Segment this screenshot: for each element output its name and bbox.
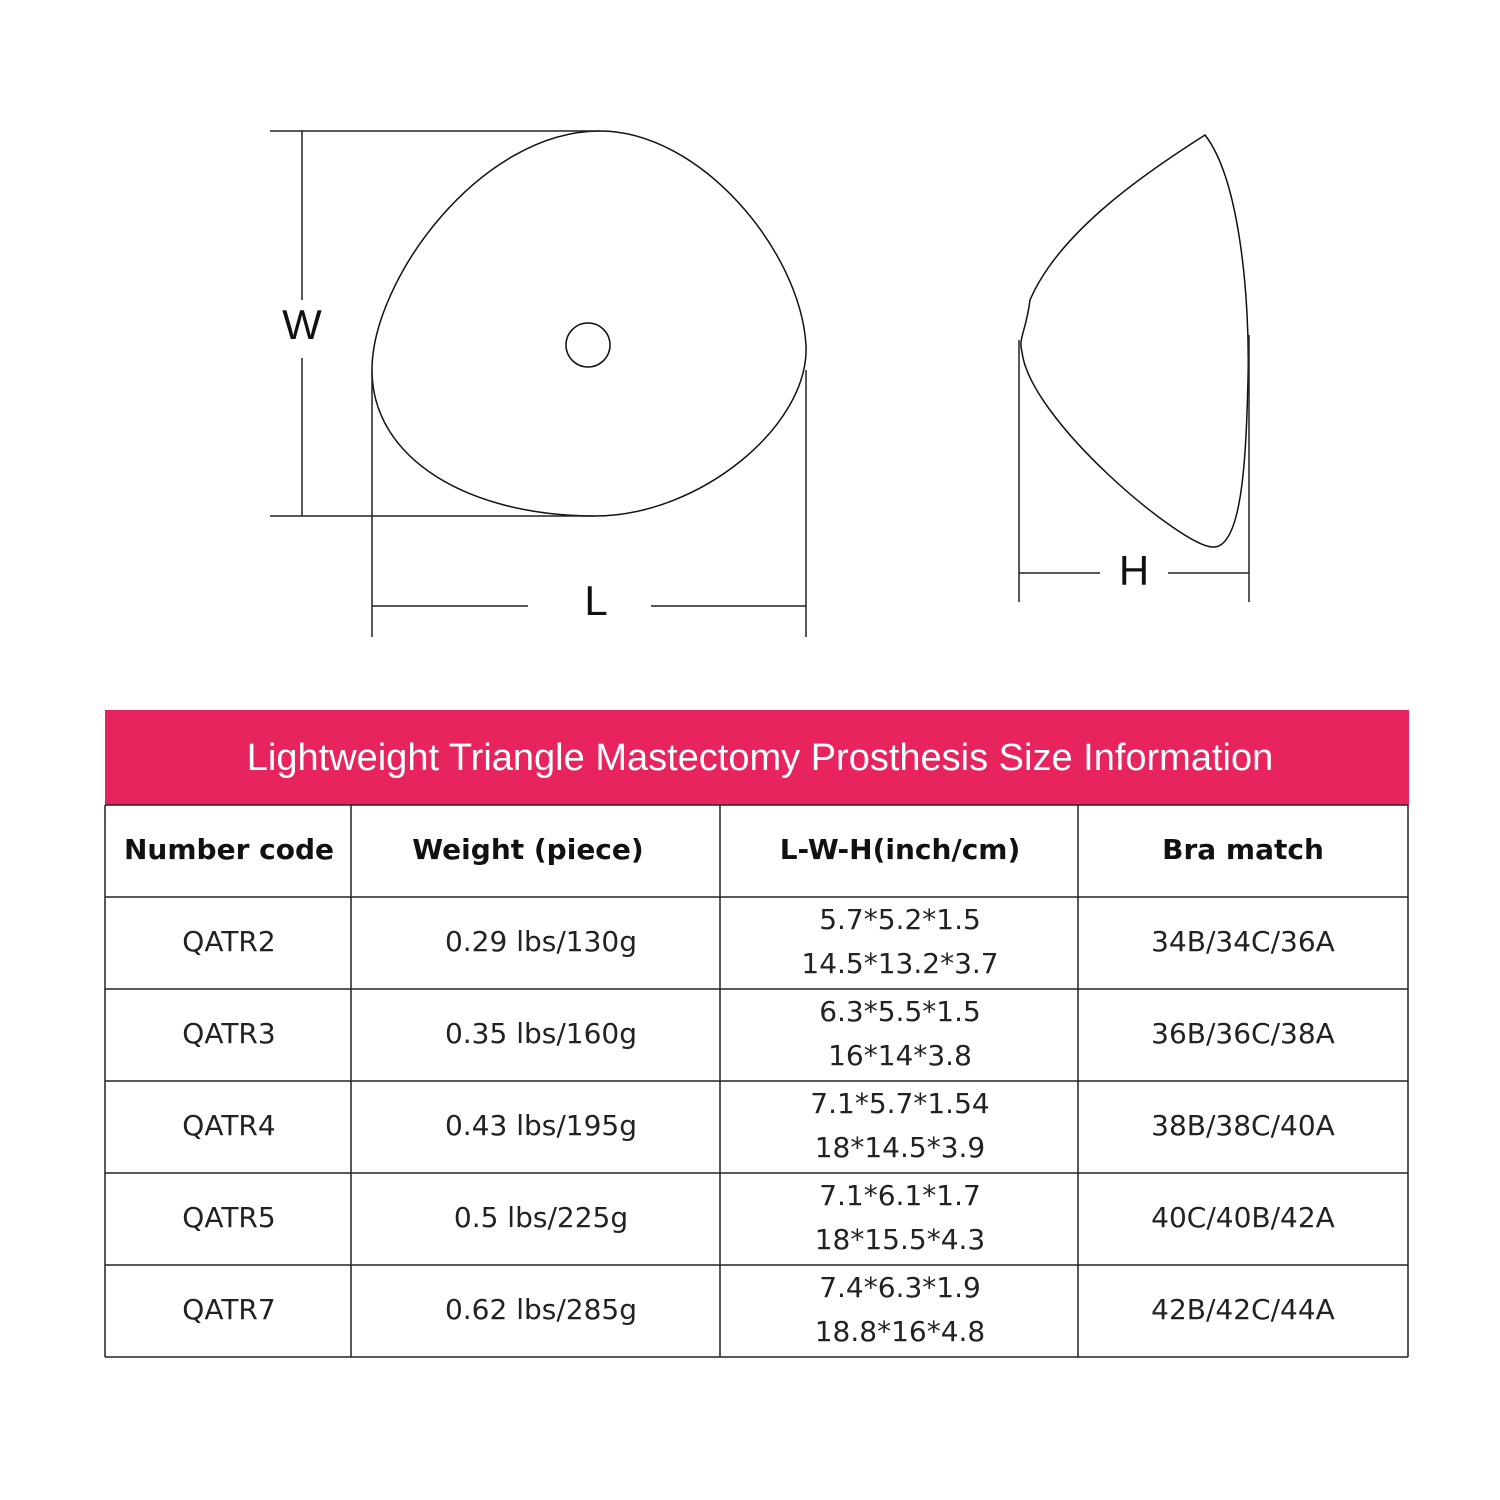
width-dimension-lines — [270, 130, 600, 517]
height-dimension-lines — [1018, 335, 1250, 602]
number-code: QATR2 — [182, 925, 275, 958]
dimension-value: 7.1*6.1*1.7 — [819, 1179, 981, 1212]
dimension-value: 7.4*6.3*1.9 — [819, 1271, 981, 1304]
dimension-value: 7.1*5.7*1.54 — [810, 1087, 989, 1120]
table-title: Lightweight Triangle Mastectomy Prosthes… — [247, 737, 1273, 779]
front-view-diagram: W L — [270, 130, 807, 637]
column-header: Weight (piece) — [412, 833, 643, 866]
nipple-mark — [565, 322, 611, 368]
number-code: QATR7 — [182, 1293, 275, 1326]
bra-match: 38B/38C/40A — [1151, 1109, 1335, 1142]
dimension-value: 6.3*5.5*1.5 — [819, 995, 981, 1028]
column-header: L-W-H(inch/cm) — [780, 833, 1021, 866]
dimension-value: 14.5*13.2*3.7 — [801, 947, 998, 980]
length-dimension-lines — [371, 370, 807, 637]
dimension-value: 18*14.5*3.9 — [815, 1131, 986, 1164]
number-code: QATR3 — [182, 1017, 275, 1050]
side-view-diagram: H — [1018, 134, 1250, 602]
prosthesis-side-outline — [1020, 134, 1249, 548]
weight-value: 0.5 lbs/225g — [454, 1201, 628, 1234]
width-label: W — [282, 301, 322, 348]
weight-value: 0.29 lbs/130g — [445, 925, 637, 958]
weight-value: 0.35 lbs/160g — [445, 1017, 637, 1050]
column-header: Number code — [124, 833, 334, 866]
table-title-band — [105, 710, 1409, 805]
weight-value: 0.62 lbs/285g — [445, 1293, 637, 1326]
bra-match: 40C/40B/42A — [1151, 1201, 1335, 1234]
bra-match: 36B/36C/38A — [1151, 1017, 1335, 1050]
dimension-value: 16*14*3.8 — [828, 1039, 972, 1072]
weight-value: 0.43 lbs/195g — [445, 1109, 637, 1142]
number-code: QATR4 — [182, 1109, 275, 1142]
size-table: Lightweight Triangle Mastectomy Prosthes… — [104, 710, 1409, 1358]
dimension-value: 5.7*5.2*1.5 — [819, 903, 981, 936]
number-code: QATR5 — [182, 1201, 275, 1234]
dimension-value: 18*15.5*4.3 — [815, 1223, 986, 1256]
height-label: H — [1119, 547, 1149, 594]
length-label: L — [584, 577, 607, 624]
dimension-value: 18.8*16*4.8 — [815, 1315, 986, 1348]
column-header: Bra match — [1162, 833, 1324, 866]
bra-match: 42B/42C/44A — [1151, 1293, 1335, 1326]
bra-match: 34B/34C/36A — [1151, 925, 1335, 958]
